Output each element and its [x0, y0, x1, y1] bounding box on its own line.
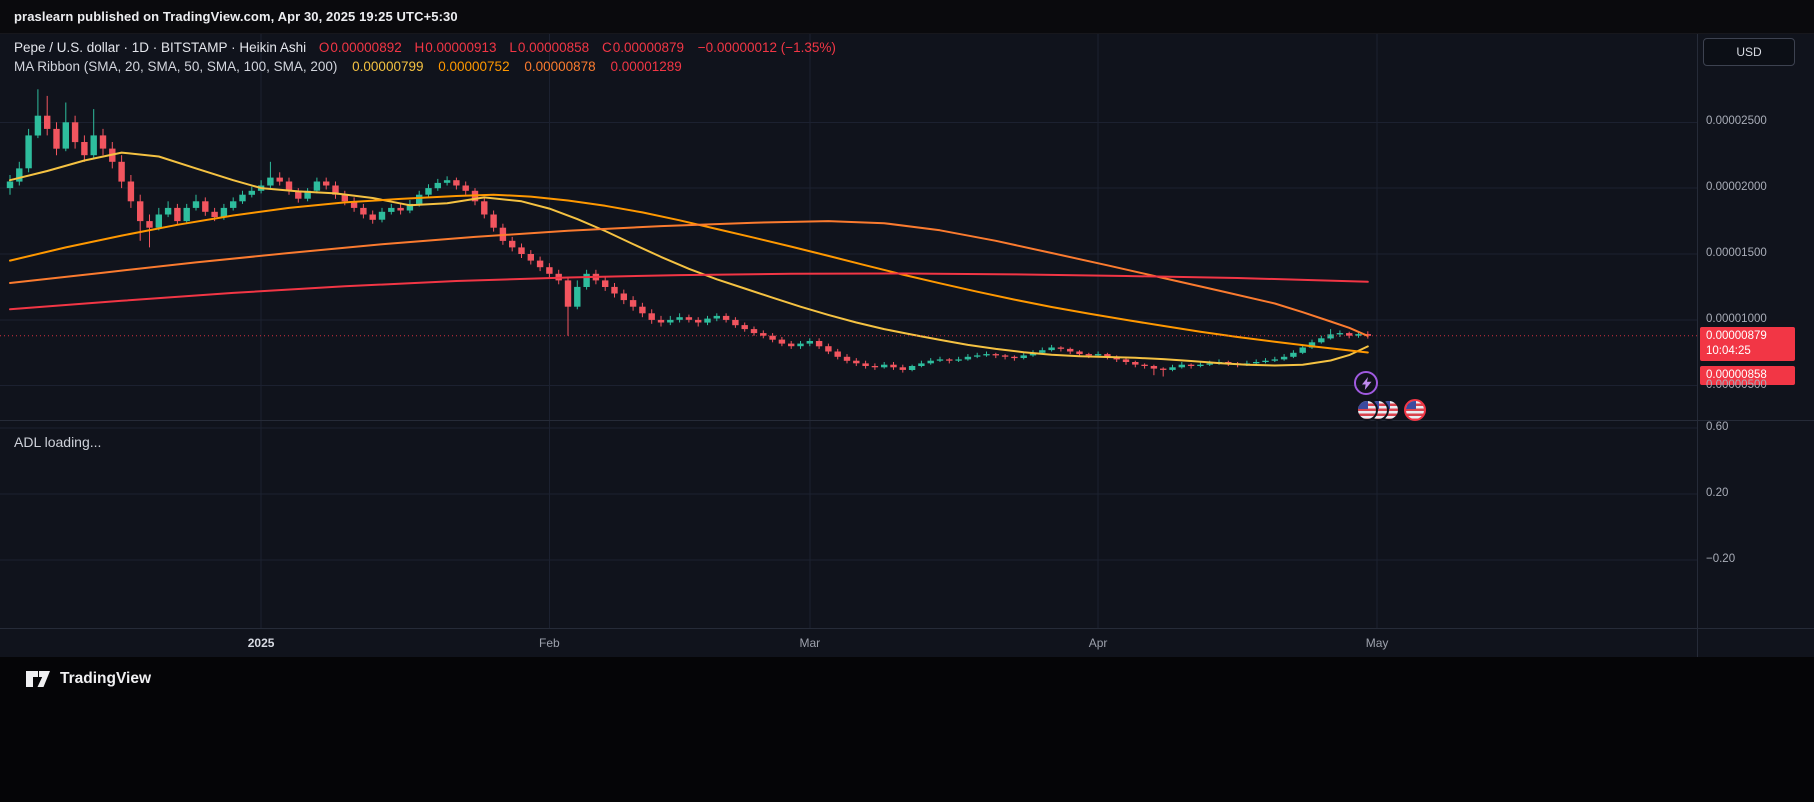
adl-loading-status: ADL loading... [14, 434, 102, 450]
currency-toggle-button[interactable]: USD [1703, 38, 1795, 66]
lightning-bolt-icon [1361, 376, 1371, 390]
change-value: −0.00000012 (−1.35%) [697, 40, 836, 55]
time-axis-label: Feb [539, 636, 560, 650]
time-axis-label: 2025 [247, 636, 275, 650]
symbol-legend-row: Pepe / U.S. dollar · 1D · BITSTAMP · Hei… [14, 38, 836, 57]
bar-countdown: 10:04:25 [1706, 345, 1751, 357]
ohlc-close: C0.00000879 [601, 40, 685, 55]
price-axis-label: 0.00000500 [1706, 378, 1767, 391]
price-axis[interactable]: USD 0.00000879 10:04:25 0.00000858 0.000… [1697, 34, 1814, 657]
ma-ribbon-title[interactable]: MA Ribbon (SMA, 20, SMA, 50, SMA, 100, S… [14, 59, 338, 74]
price-axis-label: 0.60 [1706, 420, 1729, 433]
ohlc-high: H0.00000913 [414, 40, 497, 55]
ohlc-low: L0.00000858 [509, 40, 590, 55]
time-axis[interactable]: 2025 Feb Mar Apr May [0, 628, 1814, 657]
price-axis-label: 0.00001000 [1706, 312, 1767, 325]
us-flag-icon[interactable] [1356, 399, 1378, 421]
time-axis-label: Mar [799, 636, 821, 650]
tradingview-logo[interactable]: TradingView [0, 657, 1814, 688]
publish-text: praslearn published on TradingView.com, … [14, 9, 458, 24]
us-flag-icon[interactable] [1404, 399, 1426, 421]
price-axis-label: 0.00002500 [1706, 115, 1767, 128]
price-axis-label: −0.20 [1706, 552, 1736, 565]
current-price-value: 0.00000879 [1706, 330, 1767, 342]
tradingview-logo-icon [26, 671, 50, 687]
ma100-value: 0.00000878 [524, 59, 596, 74]
symbol-title[interactable]: Pepe / U.S. dollar · 1D · BITSTAMP · Hei… [14, 40, 307, 55]
current-price-badge: 0.00000879 10:04:25 [1700, 327, 1795, 361]
price-axis-label: 0.00002000 [1706, 181, 1767, 194]
legend: Pepe / U.S. dollar · 1D · BITSTAMP · Hei… [14, 38, 836, 76]
footer-bar: TradingView [0, 657, 1814, 802]
price-chart-canvas[interactable] [0, 34, 1697, 628]
ma200-value: 0.00001289 [610, 59, 682, 74]
events-lightning-icon[interactable] [1354, 371, 1378, 395]
chart-area: Pepe / U.S. dollar · 1D · BITSTAMP · Hei… [0, 34, 1814, 657]
publish-bar: praslearn published on TradingView.com, … [0, 0, 1814, 34]
ma20-value: 0.00000799 [352, 59, 424, 74]
economic-events-markers [1356, 399, 1428, 423]
ma50-value: 0.00000752 [438, 59, 510, 74]
brand-name: TradingView [60, 670, 152, 687]
pane-divider[interactable] [0, 420, 1814, 421]
low-price-badge: 0.00000858 [1700, 366, 1795, 385]
price-axis-label: 0.00001500 [1706, 247, 1767, 259]
ma-ribbon-row: MA Ribbon (SMA, 20, SMA, 50, SMA, 100, S… [14, 57, 836, 76]
ohlc-open: O0.00000892 [318, 40, 402, 55]
time-axis-label: Apr [1088, 636, 1108, 650]
time-axis-label: May [1365, 636, 1389, 650]
price-axis-label: 0.20 [1706, 486, 1729, 499]
low-price-value: 0.00000858 [1706, 369, 1767, 381]
